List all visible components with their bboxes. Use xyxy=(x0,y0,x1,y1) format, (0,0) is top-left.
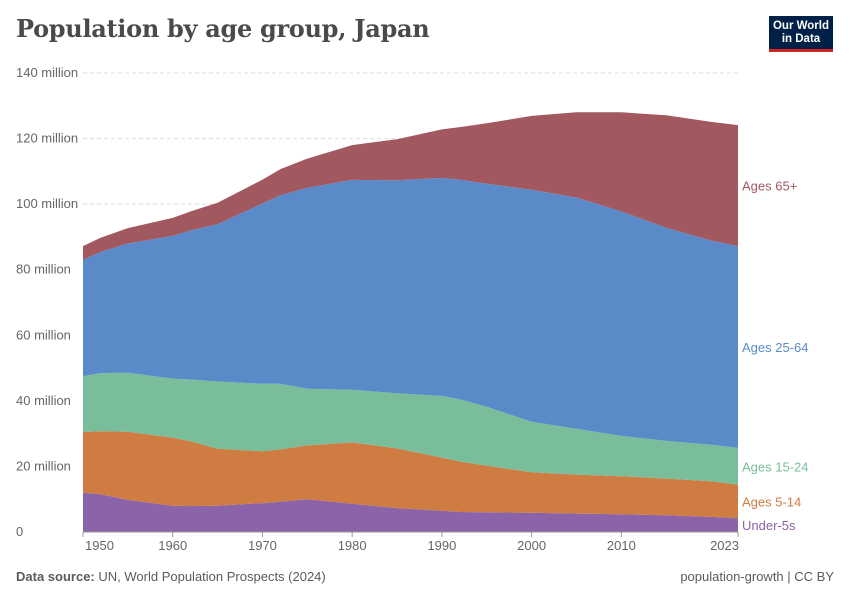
data-source-label: Data source: xyxy=(16,569,95,584)
series-label: Under-5s xyxy=(742,518,796,533)
logo-line-1: Our World xyxy=(772,20,829,32)
y-tick-label: 0 xyxy=(16,524,23,539)
x-tick-label: 1950 xyxy=(85,538,114,553)
y-tick-label: 80 million xyxy=(16,262,71,277)
area-ages-15-24[interactable] xyxy=(83,372,738,485)
y-tick-label: 140 million xyxy=(16,65,78,80)
x-tick-label: 1980 xyxy=(338,538,367,553)
data-source: Data source: UN, World Population Prospe… xyxy=(16,569,326,584)
area-under-5s[interactable] xyxy=(83,492,738,532)
x-tick-label: 1990 xyxy=(427,538,456,553)
area-ages-65-[interactable] xyxy=(83,112,738,260)
chart-slug-license[interactable]: population-growth | CC BY xyxy=(680,569,834,584)
series-label: Ages 5-14 xyxy=(742,495,801,510)
chart-title: Population by age group, Japan xyxy=(16,14,430,43)
y-tick-label: 60 million xyxy=(16,327,71,342)
x-tick-label: 1960 xyxy=(158,538,187,553)
series-label: Ages 25-64 xyxy=(742,340,809,355)
series-labels: Under-5s Ages 5-14 Ages 15-24 Ages 25-64 Age… xyxy=(742,179,809,533)
area-series xyxy=(83,112,738,532)
stacked-area-chart: 0 20 million 40 million 60 million 80 millio… xyxy=(16,65,809,553)
data-source-text: UN, World Population Prospects (2024) xyxy=(98,569,326,584)
series-label: Ages 15-24 xyxy=(742,459,809,474)
y-tick-label: 100 million xyxy=(16,196,78,211)
x-tick-label: 2023 xyxy=(710,538,739,553)
area-ages-25-64[interactable] xyxy=(83,177,738,448)
y-tick-label: 40 million xyxy=(16,393,71,408)
owid-logo[interactable]: Our World in Data xyxy=(769,16,833,52)
series-label: Ages 65+ xyxy=(742,179,797,194)
logo-line-2: in Data xyxy=(781,33,821,45)
y-axis-ticks: 0 20 million 40 million 60 million 80 millio… xyxy=(16,65,78,539)
y-tick-label: 120 million xyxy=(16,131,78,146)
x-tick-label: 2010 xyxy=(607,538,636,553)
area-ages-5-14[interactable] xyxy=(83,431,738,519)
y-tick-label: 20 million xyxy=(16,458,71,473)
x-axis: 1950 1960 1970 1980 1990 2000 2010 2023 xyxy=(82,531,739,553)
x-tick-label: 2000 xyxy=(517,538,546,553)
x-tick-label: 1970 xyxy=(248,538,277,553)
